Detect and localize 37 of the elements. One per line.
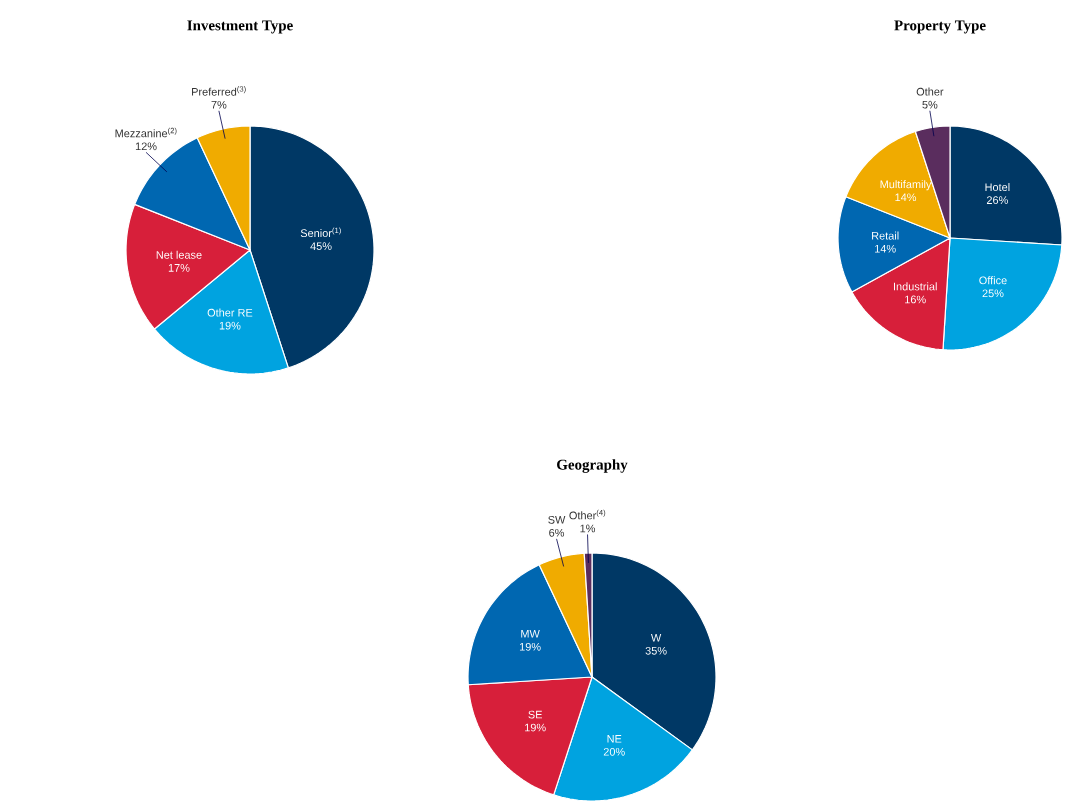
slice-label: Mezzanine$^{(2)}$ xyxy=(115,127,177,138)
data-label: 25% xyxy=(982,289,1004,298)
data-label: 26% xyxy=(986,196,1008,205)
slice-label: SE xyxy=(528,710,543,719)
slice-label: Hotel xyxy=(985,183,1010,192)
slice-label: Net lease xyxy=(156,250,202,259)
slice-label: Multifamily xyxy=(880,180,932,191)
data-label: 7% xyxy=(211,100,227,109)
slice-label: MW xyxy=(521,630,540,638)
data-label: 20% xyxy=(603,747,625,756)
slice-label: SW xyxy=(548,515,566,524)
data-label: 17% xyxy=(168,264,190,272)
data-label: 19% xyxy=(519,642,541,651)
data-label: 35% xyxy=(645,646,667,655)
data-label: 1% xyxy=(580,524,596,533)
slice-label: Other$^{(4)}$ xyxy=(569,509,606,520)
slice-label: Other RE xyxy=(207,308,253,317)
data-label: 19% xyxy=(525,723,546,732)
data-label: 14% xyxy=(895,193,917,202)
chart-title: Geography xyxy=(557,459,628,473)
chart-title: Property Type xyxy=(894,20,986,34)
chart-title: Investment Type xyxy=(187,20,293,34)
data-label: 45% xyxy=(310,242,332,251)
slice-label: Senior$^{(1)}$ xyxy=(300,227,341,238)
data-label: 5% xyxy=(922,100,938,109)
data-label: 14% xyxy=(875,244,896,253)
slice-label: Industrial xyxy=(893,282,937,291)
slice-label: Preferred$^{(3)}$ xyxy=(192,86,246,96)
data-label: 6% xyxy=(549,528,565,537)
data-label: 16% xyxy=(905,295,926,304)
slice-label: W xyxy=(650,634,662,642)
slice-label: Office xyxy=(979,276,1007,285)
data-label: 19% xyxy=(219,321,241,330)
data-label: 12% xyxy=(135,142,157,151)
slice-label: NE xyxy=(607,735,622,743)
slice-label: Retail xyxy=(872,231,899,240)
slice-label: Other xyxy=(916,87,944,96)
